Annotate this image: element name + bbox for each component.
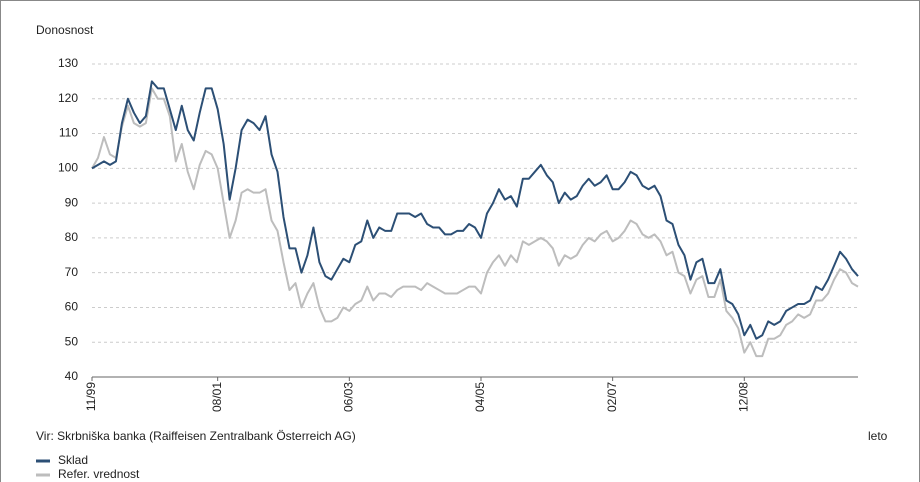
y-axis-label: Donosnost	[36, 23, 94, 37]
y-tick-label: 90	[65, 195, 79, 209]
x-tick-label: 08/01	[210, 382, 224, 412]
x-tick-label: 02/07	[605, 382, 619, 412]
y-tick-label: 60	[65, 300, 79, 314]
y-tick-label: 120	[58, 91, 78, 105]
y-tick-label: 100	[58, 161, 78, 175]
x-axis-label: leto	[868, 429, 888, 443]
y-tick-label: 130	[58, 56, 78, 70]
y-tick-label: 80	[65, 230, 79, 244]
source: Vir: Skrbniška banka (Raiffeisen Zentral…	[36, 429, 356, 443]
series-line	[91, 87, 859, 358]
y-tick-label: 70	[65, 265, 79, 279]
x-tick-label: 11/99	[84, 382, 98, 411]
y-tick-label: 40	[65, 369, 79, 383]
x-tick-label: 06/03	[342, 382, 356, 412]
x-tick-label: 04/05	[473, 382, 487, 412]
series-line	[91, 80, 859, 340]
y-tick-label: 50	[65, 334, 79, 348]
legend-label: Refer. vrednost	[58, 467, 140, 481]
x-tick-label: 12/08	[736, 382, 750, 412]
legend-label: Sklad	[58, 453, 88, 467]
y-tick-label: 110	[59, 126, 78, 140]
